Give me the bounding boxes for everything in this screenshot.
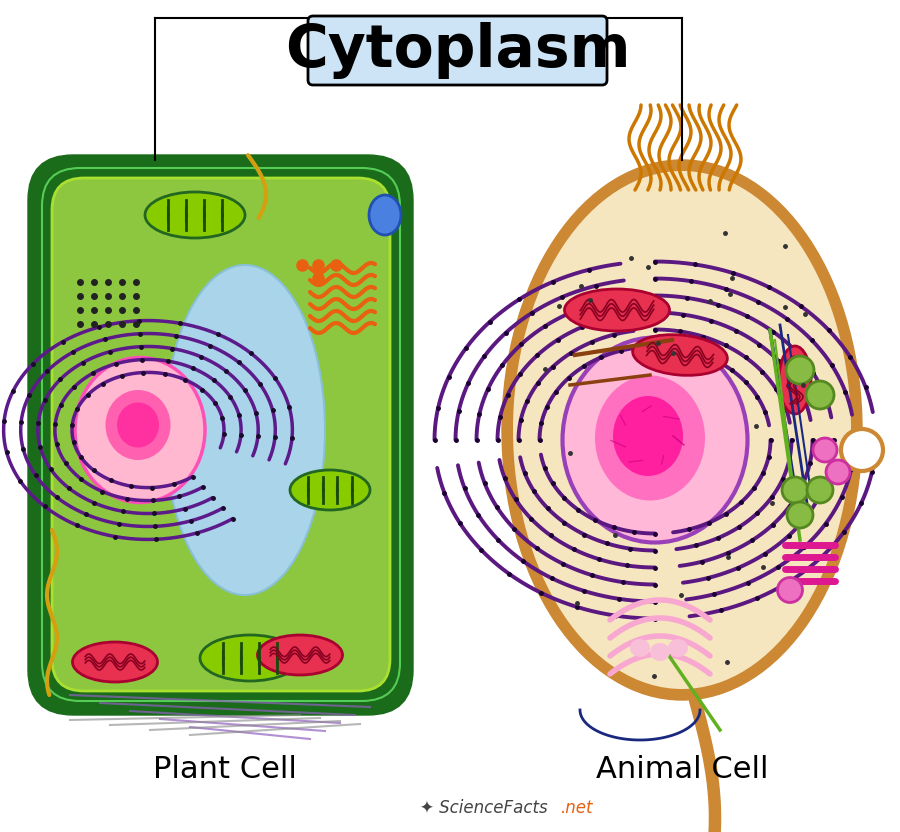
Ellipse shape (613, 396, 683, 476)
Text: Animal Cell: Animal Cell (596, 755, 769, 785)
Ellipse shape (779, 346, 811, 414)
Ellipse shape (513, 171, 851, 689)
FancyBboxPatch shape (308, 16, 607, 85)
Ellipse shape (257, 635, 343, 675)
Ellipse shape (75, 358, 205, 503)
Ellipse shape (595, 375, 705, 501)
Ellipse shape (826, 460, 850, 484)
Ellipse shape (502, 160, 862, 700)
Ellipse shape (564, 289, 670, 331)
Text: Cytoplasm: Cytoplasm (284, 22, 630, 79)
Ellipse shape (782, 477, 808, 503)
Text: .net: .net (560, 799, 592, 817)
Text: Plant Cell: Plant Cell (153, 755, 297, 785)
Ellipse shape (806, 381, 834, 409)
Ellipse shape (145, 192, 245, 238)
Ellipse shape (73, 642, 158, 682)
Ellipse shape (650, 643, 670, 661)
Ellipse shape (200, 635, 300, 681)
Ellipse shape (290, 470, 370, 510)
Ellipse shape (807, 477, 833, 503)
Ellipse shape (630, 639, 650, 657)
Ellipse shape (786, 356, 814, 384)
Ellipse shape (841, 429, 883, 471)
Ellipse shape (562, 338, 748, 542)
Ellipse shape (813, 438, 837, 462)
Text: ✦ ScienceFacts: ✦ ScienceFacts (420, 799, 547, 817)
Ellipse shape (668, 639, 688, 657)
Ellipse shape (633, 334, 727, 375)
Ellipse shape (778, 577, 803, 602)
FancyBboxPatch shape (52, 178, 390, 691)
Ellipse shape (105, 390, 170, 460)
Ellipse shape (165, 265, 325, 595)
Ellipse shape (787, 502, 813, 528)
FancyBboxPatch shape (28, 155, 413, 715)
Ellipse shape (369, 195, 401, 235)
Ellipse shape (117, 403, 159, 448)
